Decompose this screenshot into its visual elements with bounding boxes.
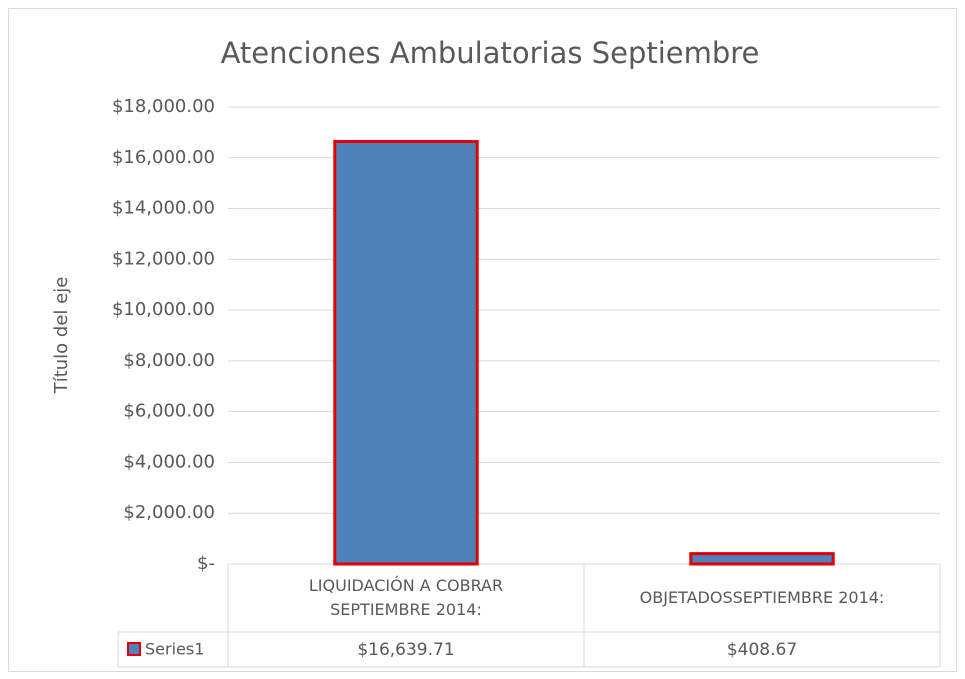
legend-swatch (127, 642, 141, 656)
y-tick-label: $10,000.00 (112, 299, 215, 320)
y-tick-label: $18,000.00 (112, 96, 215, 117)
y-tick-label: $8,000.00 (123, 350, 215, 371)
y-tick-label: $14,000.00 (112, 198, 215, 219)
y-axis-title: Título del eje (51, 277, 72, 395)
bar (689, 552, 835, 566)
x-tick-label: OBJETADOSSEPTIEMBRE 2014: (639, 588, 885, 607)
y-tick-label: $- (197, 553, 215, 574)
bar (333, 140, 479, 566)
data-table (117, 564, 941, 668)
data-label: $408.67 (726, 639, 798, 660)
y-tick-label: $4,000.00 (123, 451, 215, 472)
chart-title: Atenciones Ambulatorias Septiembre (221, 36, 760, 70)
x-tick-label: LIQUIDACIÓN A COBRAR SEPTIEMBRE 2014: (308, 576, 504, 619)
y-tick-label: $6,000.00 (123, 401, 215, 422)
y-tick-label: $12,000.00 (112, 248, 215, 269)
y-tick-label: $16,000.00 (112, 147, 215, 168)
legend-label: Series1 (145, 640, 204, 659)
y-tick-label: $2,000.00 (123, 502, 215, 523)
data-label: $16,639.71 (357, 639, 455, 660)
